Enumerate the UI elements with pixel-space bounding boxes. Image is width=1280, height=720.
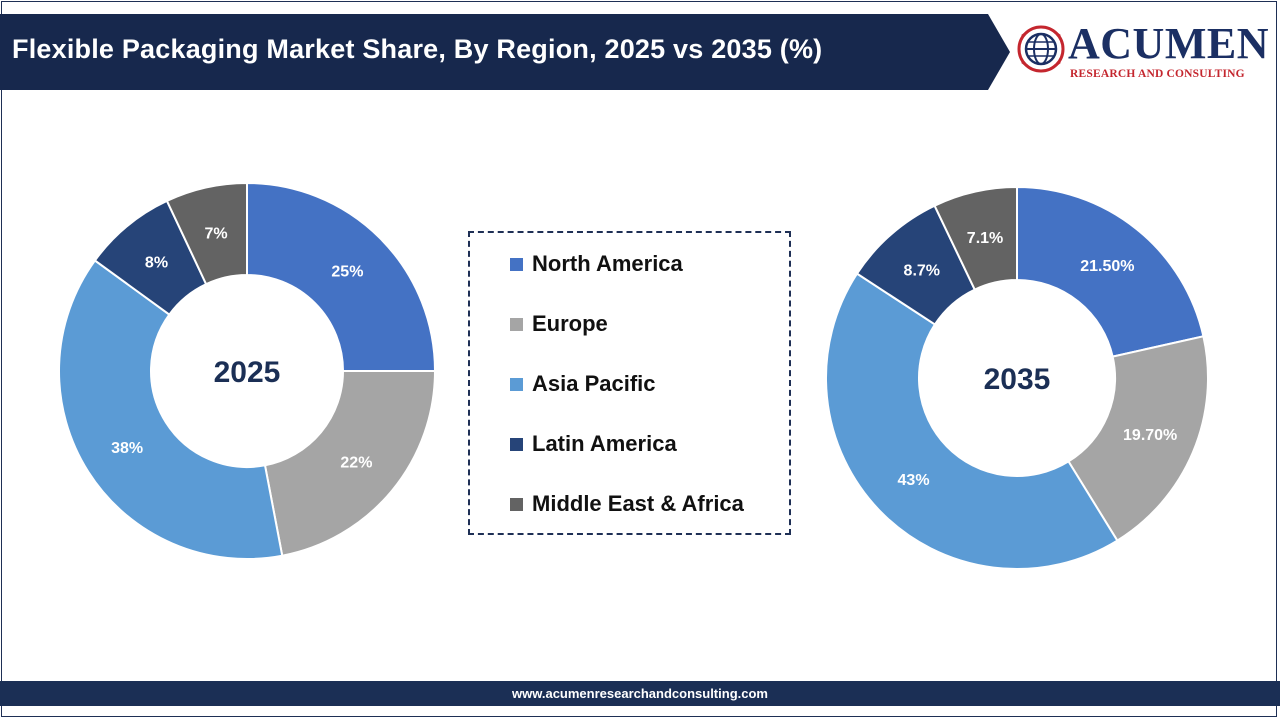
legend-item-latin-america[interactable]: Latin America	[510, 431, 677, 457]
legend: North America Europe Asia Pacific Latin …	[468, 231, 791, 535]
donut-slice-north-america[interactable]	[246, 181, 437, 372]
slice-data-label: 21.50%	[1080, 258, 1134, 275]
donut-center-year-label: 2025	[214, 356, 281, 389]
slice-data-label: 7.1%	[967, 230, 1003, 247]
legend-swatch	[510, 257, 523, 271]
slice-data-label: 19.70%	[1123, 427, 1177, 444]
slice-data-label: 25%	[331, 264, 363, 281]
footer-url[interactable]: www.acumenresearchandconsulting.com	[0, 681, 1280, 706]
donut-slice-europe[interactable]	[1067, 335, 1209, 542]
legend-label: Latin America	[532, 431, 677, 456]
donut-slice-asia-pacific[interactable]	[825, 272, 1119, 570]
legend-swatch	[510, 377, 523, 391]
acumen-logo[interactable]: ACUMEN RESEARCH AND CONSULTING	[1012, 20, 1268, 82]
donut-slice-middle-east-africa[interactable]	[933, 185, 1018, 291]
slice-data-label: 22%	[340, 455, 372, 472]
donut-slice-europe[interactable]	[263, 370, 437, 557]
legend-label: Asia Pacific	[532, 371, 656, 396]
legend-item-middle-east-africa[interactable]: Middle East & Africa	[510, 491, 744, 517]
legend-swatch	[510, 437, 523, 451]
slice-data-label: 43%	[898, 472, 930, 489]
legend-item-asia-pacific[interactable]: Asia Pacific	[510, 371, 656, 397]
slice-data-label: 8%	[145, 255, 168, 272]
title-banner	[0, 14, 1010, 90]
donut-slice-north-america[interactable]	[1016, 185, 1205, 358]
legend-swatch	[510, 317, 523, 331]
slice-data-label: 38%	[111, 440, 143, 457]
globe-icon	[1017, 25, 1065, 73]
donut-charts: 25% 22% 38% 8% 7% 2025 21.50% 19.70% 43% 8.7% 7.1%…	[58, 181, 1209, 570]
slice-data-label: 8.7%	[904, 262, 940, 279]
donut-center-year-label: 2035	[984, 363, 1051, 396]
logo-name: ACUMEN	[1068, 19, 1269, 68]
logo-tagline: RESEARCH AND CONSULTING	[1070, 68, 1245, 80]
legend-label: Middle East & Africa	[532, 491, 744, 516]
title-bar: Flexible Packaging Market Share, By Regi…	[0, 0, 1280, 90]
chart-title: Flexible Packaging Market Share, By Regi…	[12, 34, 823, 64]
legend-item-north-america[interactable]: North America	[510, 251, 683, 277]
legend-label: Europe	[532, 311, 608, 336]
legend-item-europe[interactable]: Europe	[510, 311, 608, 337]
slice-data-label: 7%	[204, 225, 227, 242]
legend-label: North America	[532, 251, 683, 276]
legend-swatch	[510, 497, 523, 511]
donut-slice-asia-pacific[interactable]	[58, 259, 284, 560]
donut-slice-middle-east-africa[interactable]	[165, 181, 248, 286]
